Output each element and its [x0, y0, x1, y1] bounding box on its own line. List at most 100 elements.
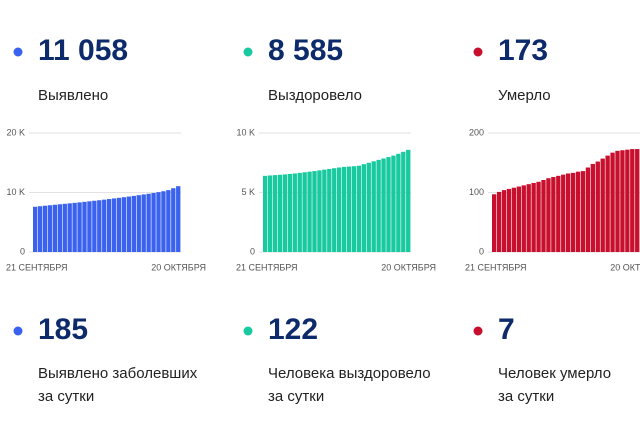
bar — [297, 172, 302, 252]
dot — [473, 326, 483, 336]
bar — [501, 190, 507, 252]
bar — [33, 206, 38, 252]
dot — [243, 326, 253, 336]
bar — [102, 199, 107, 252]
bar — [531, 182, 536, 252]
y-tick-label: 200 — [469, 127, 484, 137]
dot — [243, 47, 253, 57]
bar — [67, 203, 72, 252]
bar — [47, 205, 53, 252]
bar — [267, 175, 273, 252]
total: 173 — [498, 34, 548, 67]
bar — [92, 200, 97, 252]
bar — [371, 161, 376, 252]
bar — [635, 149, 640, 252]
daily: 185 — [38, 313, 88, 346]
bar — [116, 197, 122, 252]
bar — [556, 175, 561, 252]
bar — [541, 180, 546, 252]
bar — [37, 206, 43, 252]
y-tick-label: 100 — [469, 187, 484, 197]
bar — [263, 175, 268, 252]
bar — [492, 194, 497, 252]
daily-label: за сутки — [498, 388, 554, 405]
bar — [126, 196, 132, 252]
bar — [337, 167, 342, 252]
bar — [121, 197, 127, 252]
bar — [107, 199, 112, 252]
bar — [52, 204, 58, 252]
bar — [97, 200, 102, 252]
bar — [536, 181, 541, 252]
bar — [287, 173, 292, 252]
bar — [111, 198, 117, 252]
bar — [356, 165, 362, 252]
bar — [42, 205, 48, 252]
bar — [272, 175, 278, 252]
bar — [346, 166, 352, 252]
daily-label: Человека выздоровело — [268, 365, 431, 382]
bar — [302, 172, 307, 252]
bar — [292, 173, 297, 252]
bar — [396, 153, 401, 252]
bar — [521, 185, 526, 252]
bar — [146, 193, 151, 252]
daily: 122 — [268, 313, 318, 346]
bar — [406, 149, 411, 252]
bar — [386, 157, 391, 252]
bar — [351, 166, 357, 252]
bar — [131, 195, 136, 252]
bar — [600, 158, 605, 252]
bar — [585, 167, 591, 252]
dot — [13, 47, 23, 57]
bar — [141, 194, 146, 252]
y-tick-label: 0 — [250, 246, 255, 256]
bar — [566, 173, 571, 252]
bar — [551, 177, 556, 252]
bar — [630, 149, 635, 252]
bar — [575, 171, 581, 252]
bar — [87, 201, 92, 252]
y-tick-label: 0 — [20, 246, 25, 256]
bar — [546, 178, 551, 252]
bar — [381, 158, 386, 252]
bar — [341, 166, 347, 252]
bar — [136, 195, 141, 252]
y-tick-label: 0 — [479, 246, 484, 256]
bar — [277, 174, 283, 252]
daily-label: за сутки — [268, 388, 324, 405]
bar — [595, 161, 600, 252]
bar — [322, 169, 327, 252]
daily-label: за сутки — [38, 388, 94, 405]
bar — [620, 150, 625, 252]
daily-label: Выявлено заболевших — [38, 365, 198, 382]
dot — [473, 47, 483, 57]
y-tick-label: 10 K — [6, 187, 25, 197]
bar — [605, 155, 610, 252]
bar — [570, 172, 576, 252]
bar — [526, 184, 531, 252]
y-tick-label: 5 K — [241, 187, 255, 197]
x-tick-label: 20 ОКТЯБРЯ — [151, 262, 206, 272]
bar — [327, 168, 332, 252]
bar — [307, 171, 312, 252]
bar — [312, 171, 317, 252]
y-tick-label: 20 K — [6, 127, 25, 137]
bar — [391, 155, 396, 252]
bar — [57, 204, 62, 252]
x-tick-label: 20 ОКТЯБРЯ — [381, 262, 436, 272]
bar — [317, 170, 322, 252]
bar — [625, 149, 630, 252]
x-tick-label: 20 ОКТЯБРЯ — [610, 262, 640, 272]
daily-label: Человек умерло — [498, 365, 611, 382]
bar — [516, 186, 521, 252]
bar — [580, 171, 586, 252]
bar — [366, 162, 371, 252]
bar — [282, 174, 288, 252]
bar — [610, 152, 615, 252]
total-label: Выздоровело — [268, 87, 362, 104]
bar — [176, 186, 181, 252]
x-tick-label: 21 СЕНТЯБРЯ — [236, 262, 298, 272]
